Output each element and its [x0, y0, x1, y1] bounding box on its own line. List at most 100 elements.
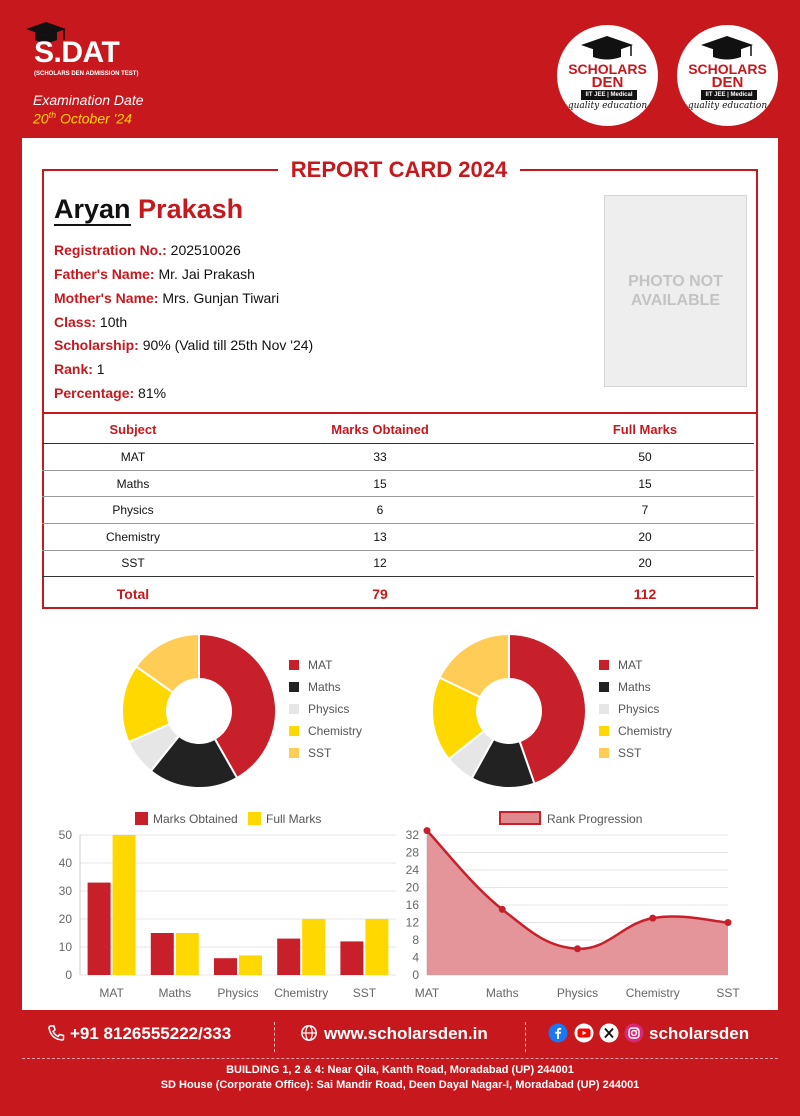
instagram-icon[interactable] — [624, 1023, 644, 1043]
header-marks-obtained: Marks Obtained — [331, 422, 429, 437]
bar-sst-full — [365, 919, 389, 975]
marks-table: Subject Marks Obtained Full Marks MAT 33… — [42, 412, 758, 609]
point-mat — [423, 827, 431, 835]
x-tick-label: Physics — [217, 986, 258, 1000]
logo-subtitle: (SCHOLARS DEN ADMISSION TEST) — [34, 71, 139, 77]
pie-slice-1-sst — [134, 632, 200, 694]
row-divider — [42, 443, 754, 444]
footer-divider — [22, 1058, 778, 1059]
y-tick-label: 16 — [406, 898, 420, 912]
badge-line1: SCHOLARS — [688, 61, 767, 77]
cell-full: 20 — [638, 556, 652, 570]
y-tick-label: 24 — [406, 863, 420, 877]
y-tick-label: 40 — [59, 856, 73, 870]
row-divider — [42, 550, 754, 551]
point-chemistry — [649, 914, 657, 922]
legend-label-rank-progression: Rank Progression — [547, 812, 642, 826]
badge-tag: IIT JEE | Medical — [581, 90, 637, 100]
badge-tag: IIT JEE | Medical — [701, 90, 757, 100]
row-divider — [42, 576, 754, 577]
scholars-den-badge: SCHOLARS DEN IIT JEE | Medical quality e… — [557, 25, 658, 126]
legend-swatch-sst — [289, 748, 299, 758]
y-tick-label: 4 — [412, 951, 419, 965]
facebook-icon[interactable] — [548, 1023, 568, 1043]
point-physics — [574, 945, 581, 953]
badge-line1: SCHOLARS — [568, 61, 647, 77]
table-row: Maths 15 15 — [42, 471, 754, 497]
legend-label-physics: Physics — [618, 702, 659, 716]
bar-chemistry-full — [302, 919, 326, 975]
footer-website[interactable]: www.scholarsden.in — [324, 1024, 488, 1043]
area-fill — [427, 830, 728, 975]
x-tick-label: Maths — [486, 986, 519, 1000]
x-icon[interactable] — [599, 1023, 619, 1043]
exam-date: 20th October '24 — [33, 110, 132, 127]
phone-icon — [48, 1025, 65, 1041]
total-full: 112 — [633, 586, 657, 602]
cell-full: 20 — [638, 530, 652, 544]
info-rank: Rank: 1 — [54, 361, 105, 377]
info-percentage: Percentage: 81% — [54, 385, 166, 401]
exam-month-year: October '24 — [59, 110, 132, 127]
info-value: 90% (Valid till 25th Nov '24) — [142, 337, 314, 353]
legend-label-sst: SST — [308, 746, 332, 760]
footer-phone[interactable]: +91 8126555222/333 — [70, 1024, 232, 1043]
y-tick-label: 0 — [412, 968, 419, 982]
bar-mat-obtained — [87, 882, 111, 975]
bar-sst-obtained — [340, 941, 364, 975]
legend-label-sst: SST — [618, 746, 642, 760]
cell-full: 7 — [641, 503, 649, 517]
pie-slice-2-mat — [508, 632, 587, 785]
photo-placeholder-text: PHOTO NOT AVAILABLE — [628, 273, 723, 309]
y-tick-label: 20 — [59, 912, 73, 926]
y-tick-label: 0 — [65, 968, 72, 982]
legend-label-chemistry: Chemistry — [618, 724, 672, 738]
info-class: Class: 10th — [54, 314, 127, 330]
info-value: 81% — [138, 385, 167, 401]
footer: +91 8126555222/333 www.scholarsden.in sc… — [0, 1010, 800, 1116]
info-value: 1 — [96, 361, 105, 377]
y-tick-label: 12 — [406, 916, 420, 930]
cell-full: 50 — [638, 450, 652, 464]
legend-swatch-maths — [599, 682, 609, 692]
x-tick-label: Chemistry — [626, 986, 680, 1000]
table-row: Chemistry 13 20 — [42, 524, 754, 550]
badge-line2: DEN — [591, 74, 624, 91]
y-tick-label: 50 — [59, 828, 73, 842]
point-maths — [498, 905, 506, 913]
footer-social-handle[interactable]: scholarsden — [649, 1024, 750, 1043]
y-tick-label: 30 — [59, 884, 73, 898]
info-label: Class: — [54, 314, 97, 330]
y-tick-label: 32 — [406, 828, 420, 842]
graduation-cap-icon — [26, 22, 66, 43]
legend-swatch-chemistry — [599, 726, 609, 736]
legend-swatch-rank-progression — [499, 811, 541, 825]
scholars-den-badge: SCHOLARS DEN IIT JEE | Medical quality e… — [677, 25, 778, 126]
total-obtained: 79 — [372, 586, 388, 602]
sdat-logo: S.DAT (SCHOLARS DEN ADMISSION TEST) — [24, 20, 154, 80]
legend-swatch-maths — [289, 682, 299, 692]
x-tick-label: SST — [716, 986, 740, 1000]
globe-icon — [301, 1025, 317, 1041]
x-tick-label: Maths — [158, 986, 191, 1000]
legend-label-marks-obtained: Marks Obtained — [153, 812, 238, 826]
footer-address-2: SD House (Corporate Office): Sai Mandir … — [160, 1079, 640, 1091]
info-label: Mother's Name: — [54, 290, 159, 306]
info-value: 202510026 — [170, 242, 241, 258]
exam-day: 20 — [33, 110, 49, 127]
bar-maths-full — [175, 933, 199, 975]
student-last-name: Prakash — [138, 194, 244, 224]
info-father: Father's Name: Mr. Jai Prakash — [54, 266, 255, 282]
youtube-icon[interactable] — [574, 1023, 594, 1043]
table-row: SST 12 20 — [42, 550, 754, 576]
bar-physics-obtained — [214, 958, 237, 975]
legend-swatch-mat — [599, 660, 609, 670]
y-tick-label: 8 — [412, 933, 419, 947]
x-tick-label: Physics — [557, 986, 598, 1000]
info-label: Registration No.: — [54, 242, 167, 258]
legend-label-mat: MAT — [308, 658, 333, 672]
cell-subject: SST — [121, 556, 145, 570]
info-registration: Registration No.: 202510026 — [54, 242, 241, 258]
info-value: Mr. Jai Prakash — [158, 266, 255, 282]
legend-swatch-physics — [599, 704, 609, 714]
